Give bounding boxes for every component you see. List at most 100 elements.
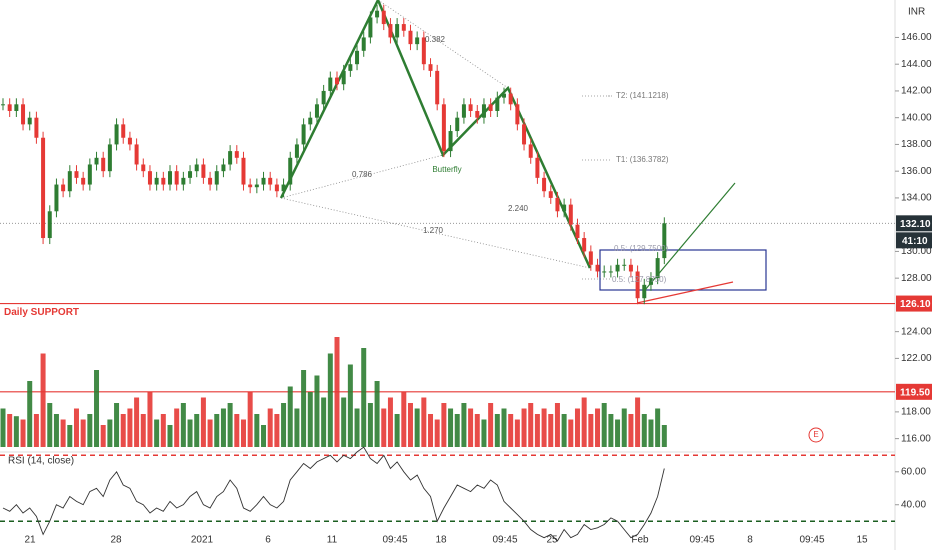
candle — [248, 184, 253, 188]
y-tick-label: 142.00 — [901, 86, 932, 97]
candle — [94, 157, 99, 165]
volume-bar — [621, 408, 627, 447]
candle — [14, 104, 19, 111]
volume-bar — [434, 419, 440, 447]
annotation: E — [813, 430, 818, 439]
trend-line — [636, 281, 734, 304]
x-tick-label: 09:45 — [382, 535, 407, 546]
volume-bar — [574, 408, 580, 447]
annotation: 0.5: (127.8750) — [612, 275, 667, 284]
candle — [515, 104, 520, 125]
candle — [502, 93, 506, 98]
volume-bar — [120, 414, 126, 447]
volume-bar — [147, 392, 153, 447]
countdown: 41:10 — [902, 236, 928, 247]
candle — [201, 164, 206, 178]
candle — [228, 151, 233, 165]
fib-lines — [280, 0, 612, 280]
candle — [127, 137, 132, 145]
candle — [341, 70, 346, 85]
annotation: 2.240 — [508, 204, 529, 213]
candle — [361, 37, 366, 51]
volume-bar — [314, 375, 320, 447]
volume-bar — [140, 414, 146, 447]
volume-bar — [167, 425, 173, 447]
candle — [234, 151, 239, 158]
annotation: Butterfly — [432, 165, 461, 174]
volume-bar — [180, 403, 186, 447]
volume-bar — [367, 403, 373, 447]
volume-bar — [588, 414, 594, 447]
candle — [475, 110, 480, 118]
candle — [435, 70, 440, 105]
volume-bar — [628, 414, 634, 447]
rsi-line — [2, 446, 665, 542]
volume-bar — [287, 386, 293, 447]
volume-bar — [361, 348, 367, 447]
x-tick-label: 18 — [435, 535, 447, 546]
volume-bar — [428, 414, 434, 447]
candle — [281, 184, 286, 192]
volume-bar — [301, 370, 307, 447]
candle — [542, 177, 547, 192]
volume-bar — [554, 403, 560, 447]
x-tick-label: 11 — [327, 535, 338, 546]
volume-bar — [421, 397, 427, 447]
event-marker[interactable] — [808, 427, 824, 443]
price-label: 119.50 — [900, 387, 930, 398]
candle — [562, 204, 567, 212]
volume-bar — [481, 419, 487, 447]
candle — [388, 24, 393, 38]
x-tick-label: 6 — [265, 535, 271, 546]
y-tick-label: 144.00 — [901, 59, 932, 70]
y-tick-label: 124.00 — [901, 326, 932, 337]
candle — [615, 264, 620, 272]
candle — [575, 224, 580, 239]
candle — [101, 157, 106, 172]
candle — [294, 144, 299, 158]
candle — [54, 184, 59, 212]
candle — [421, 37, 426, 65]
volume-bar — [234, 414, 240, 447]
candle — [395, 24, 400, 38]
volume-bar — [514, 419, 520, 447]
volume-bar — [534, 414, 540, 447]
candle — [595, 264, 600, 272]
candle — [555, 197, 560, 212]
x-tick-label: 28 — [110, 535, 122, 546]
volume-bar — [354, 408, 360, 447]
candle — [488, 104, 493, 111]
candle — [141, 164, 146, 172]
volume-bar — [374, 381, 380, 447]
volume-bar — [20, 419, 26, 447]
candle — [461, 104, 466, 118]
candle — [147, 171, 152, 185]
y-tick-label: 40.00 — [901, 499, 926, 510]
candle — [655, 258, 660, 279]
candle — [528, 144, 533, 158]
price-badge — [896, 383, 932, 400]
x-tick-label: 09:45 — [799, 535, 824, 546]
target-box — [599, 249, 767, 291]
candle — [455, 117, 460, 132]
volume-bar — [387, 397, 393, 447]
annotation: 0.786 — [352, 170, 373, 179]
price-badge — [896, 295, 932, 312]
volume-bar — [0, 408, 6, 447]
candle — [308, 117, 313, 125]
y-tick-label: 146.00 — [901, 32, 932, 43]
trend-line — [644, 182, 736, 291]
volume-bar — [227, 403, 233, 447]
volume-bar — [207, 419, 213, 447]
volume-bar — [261, 425, 267, 447]
volume-bar — [508, 414, 514, 447]
volume-bar — [394, 414, 400, 447]
candle — [161, 177, 166, 185]
candle — [87, 164, 92, 185]
volume-bar — [33, 414, 39, 447]
candle — [328, 77, 333, 91]
candle — [355, 50, 360, 65]
candle — [174, 171, 179, 185]
candle — [495, 97, 500, 111]
